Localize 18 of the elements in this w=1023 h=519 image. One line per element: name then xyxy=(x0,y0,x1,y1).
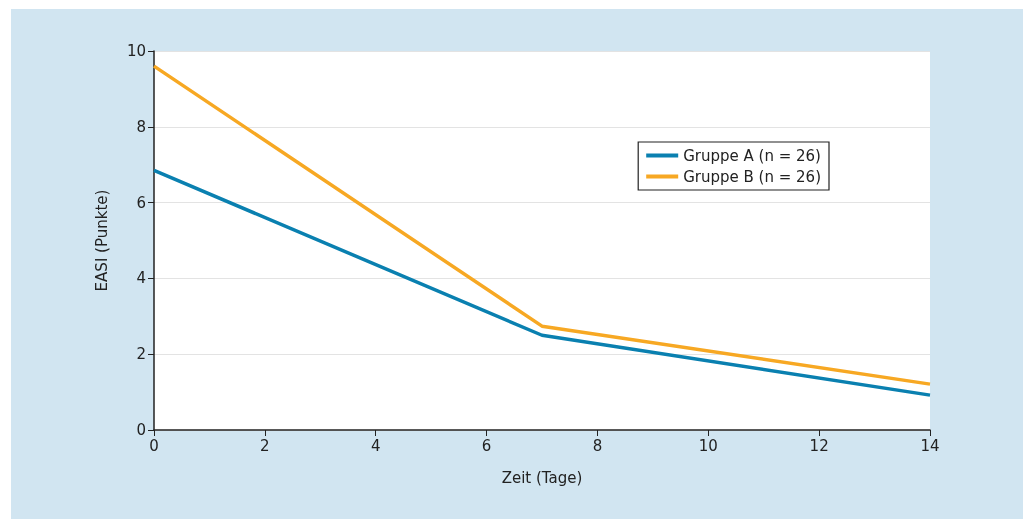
y-axis-title: EASI (Punkte) xyxy=(92,189,111,292)
x-tick-label: 14 xyxy=(920,436,940,455)
x-tick-label: 6 xyxy=(481,436,492,455)
x-tick-label: 4 xyxy=(370,436,381,455)
x-tick-label: 12 xyxy=(809,436,829,455)
legend-label: Gruppe B (n = 26) xyxy=(683,167,822,186)
y-tick-label: 4 xyxy=(136,269,146,288)
x-tick-label: 8 xyxy=(592,436,603,455)
x-tick-label: 2 xyxy=(260,436,270,455)
x-tick-label: 10 xyxy=(698,436,718,455)
y-tick-label: 10 xyxy=(126,42,146,60)
x-axis-title: Zeit (Tage) xyxy=(501,468,583,487)
y-tick-label: 0 xyxy=(136,421,146,439)
y-tick-label: 2 xyxy=(136,345,146,364)
y-tick-label: 8 xyxy=(136,117,146,136)
x-tick-label: 0 xyxy=(149,436,159,455)
y-tick-label: 6 xyxy=(136,193,146,212)
legend-label: Gruppe A (n = 26) xyxy=(683,146,821,165)
